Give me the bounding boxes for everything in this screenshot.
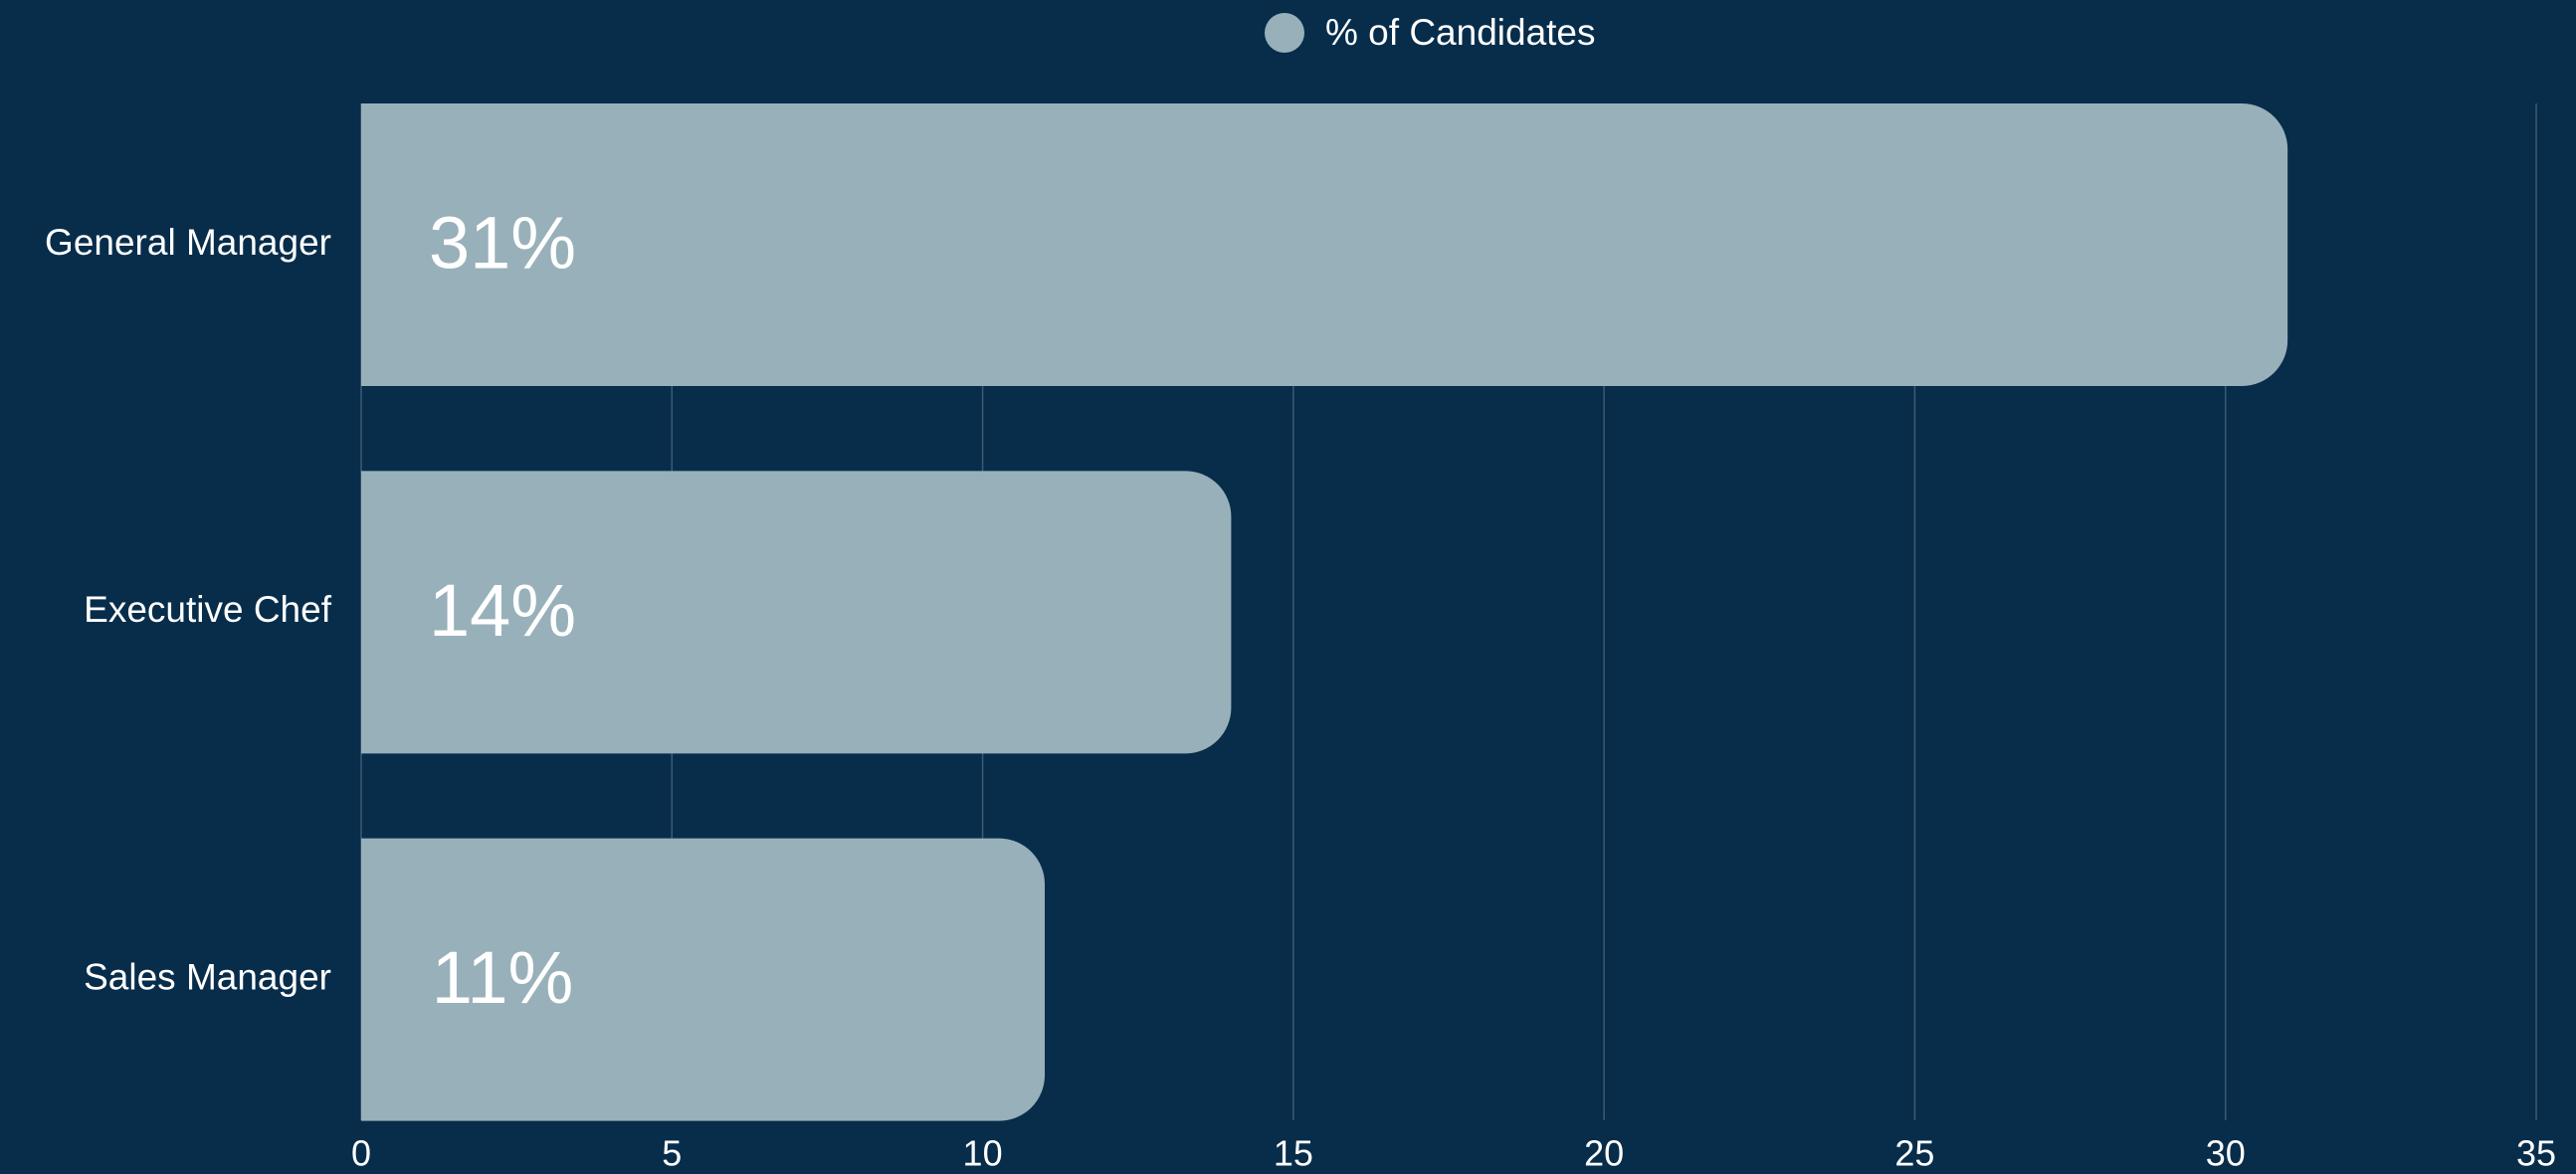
bar (361, 471, 1232, 754)
value-label: 11% (432, 936, 574, 1019)
labels: 0 5 10 15 20 25 30 35 % of Candidates General Man… (45, 12, 2556, 1174)
bars (361, 103, 2288, 1121)
category-label: Sales Manager (84, 956, 331, 997)
x-tick-label: 15 (1274, 1133, 1313, 1174)
legend-label: % of Candidates (1325, 12, 1596, 53)
value-label: 14% (429, 569, 576, 652)
category-label: Executive Chef (84, 589, 332, 630)
bar (361, 838, 1046, 1121)
x-tick-label: 10 (963, 1133, 1003, 1174)
x-tick-label: 30 (2206, 1133, 2246, 1174)
value-label: 31% (429, 202, 576, 285)
x-tick-label: 25 (1894, 1133, 1934, 1174)
x-tick-label: 20 (1584, 1133, 1624, 1174)
x-tick-label: 0 (351, 1133, 371, 1174)
x-tick-label: 35 (2516, 1133, 2556, 1174)
legend-swatch (1265, 13, 1304, 53)
bar (361, 103, 2288, 386)
category-label: General Manager (45, 222, 331, 263)
x-tick-label: 5 (662, 1133, 682, 1174)
